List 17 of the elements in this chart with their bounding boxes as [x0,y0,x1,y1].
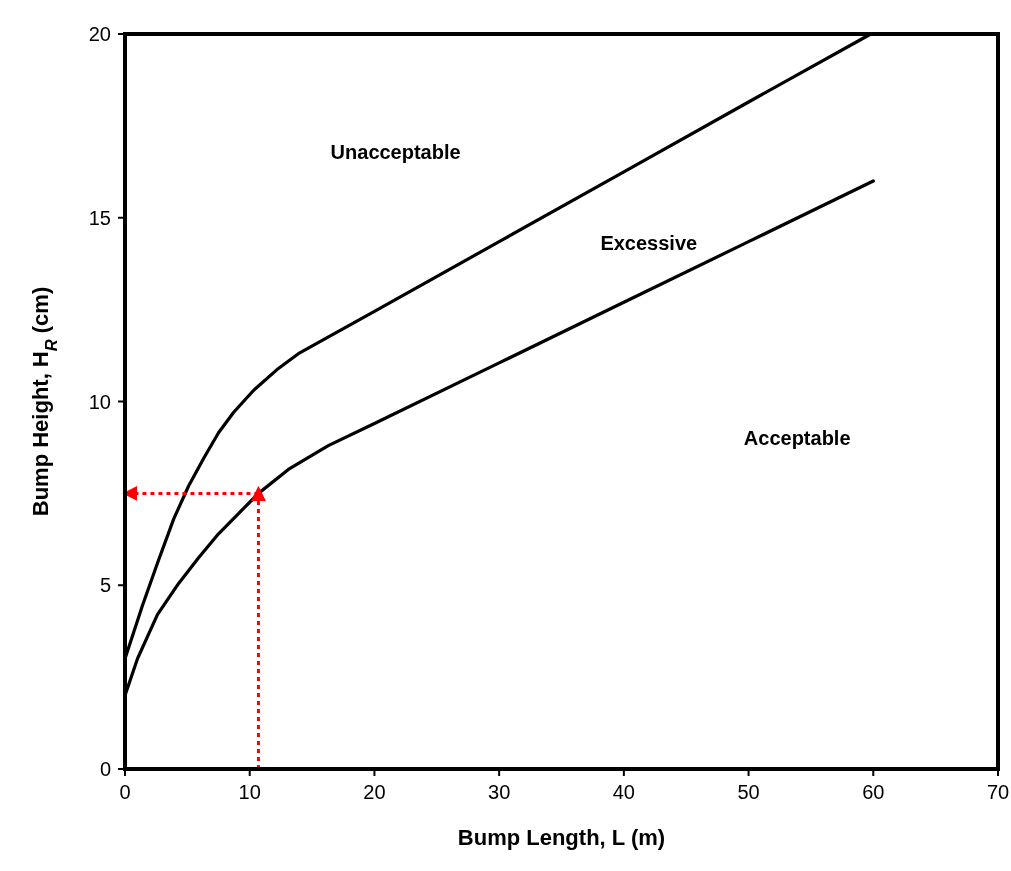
y-tick-label: 10 [88,390,111,413]
annotation: Acceptable [743,427,851,450]
y-tick-label: 0 [99,758,111,780]
annotation: Excessive [600,232,698,255]
y-tick-label: 15 [88,206,111,229]
x-tick-label: 10 [238,781,261,803]
x-tick-label: 60 [862,781,885,803]
x-tick-label: 0 [119,781,131,803]
x-tick-label: 50 [737,781,760,803]
x-tick-label: 30 [488,781,511,803]
x-tick-label: 40 [612,781,635,803]
x-tick-label: 20 [363,781,386,803]
x-axis-title: Bump Length, L (m) [457,825,666,850]
x-tick-label: 70 [986,781,1010,803]
annotation: Unacceptable [330,140,461,163]
y-tick-label: 20 [88,23,111,45]
y-tick-label: 5 [99,574,111,597]
